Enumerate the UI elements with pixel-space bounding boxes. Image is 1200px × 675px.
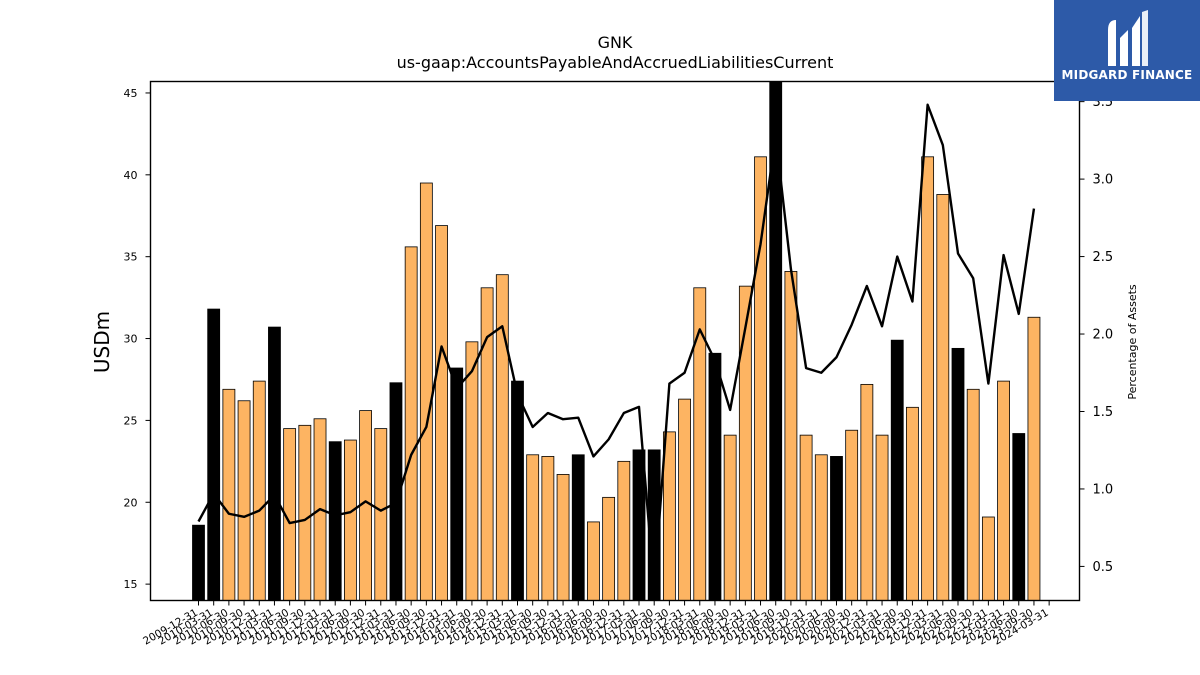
- bar: [571, 454, 585, 601]
- y-left-tick-label: 30: [124, 333, 138, 346]
- y-axis-left: 15 20 25 30 35 40 45: [124, 87, 151, 591]
- bar: [845, 429, 859, 601]
- line-group: [197, 103, 1036, 590]
- bar: [237, 400, 251, 601]
- bar: [465, 341, 479, 601]
- bar: [419, 182, 433, 601]
- bar: [632, 449, 646, 601]
- percentage-line: [197, 103, 1036, 590]
- bar: [951, 347, 965, 601]
- bar: [860, 383, 874, 601]
- bars-group: [192, 81, 1041, 601]
- brand-logo: MIDGARD FINANCE: [1054, 0, 1200, 101]
- bar: [252, 380, 266, 601]
- y-right-tick-label: 0.5: [1093, 560, 1114, 575]
- bar: [936, 194, 950, 601]
- y-left-tick-label: 20: [124, 496, 138, 509]
- bar: [1012, 433, 1026, 601]
- bar: [556, 474, 570, 601]
- bar: [602, 496, 616, 601]
- bar: [268, 326, 281, 601]
- bar: [343, 439, 357, 601]
- y-right-tick-label: 2.5: [1093, 250, 1114, 265]
- y-left-tick-label: 45: [124, 87, 138, 100]
- bar: [784, 271, 798, 601]
- bar: [754, 156, 767, 601]
- y-right-tick-label: 2.0: [1093, 328, 1114, 343]
- y-axis-right: 0.51.01.52.02.53.03.5: [1079, 95, 1114, 575]
- bar: [587, 521, 600, 601]
- bar: [495, 274, 509, 601]
- bar: [981, 516, 995, 601]
- bar: [708, 352, 722, 601]
- chart-title: GNK: [598, 33, 633, 52]
- logo-mark-icon: [1108, 10, 1148, 66]
- bar: [192, 524, 205, 601]
- y-right-tick-label: 1.5: [1093, 405, 1114, 420]
- bar: [207, 308, 221, 601]
- bar: [921, 156, 935, 601]
- bar: [693, 287, 707, 601]
- y-right-tick-label: 1.0: [1093, 482, 1114, 497]
- bar: [662, 431, 676, 601]
- y-axis-left-label: USDm: [90, 311, 114, 373]
- y-left-tick-label: 40: [124, 169, 138, 182]
- bar: [541, 456, 555, 601]
- bar: [799, 434, 813, 601]
- y-right-tick-label: 3.0: [1093, 173, 1114, 188]
- x-axis: 2009-12-312010-03-312010-06-302010-09-30…: [141, 600, 1051, 648]
- plot-frame: [149, 80, 1081, 602]
- bar: [222, 388, 236, 601]
- bar: [875, 434, 889, 601]
- bar: [1027, 316, 1041, 601]
- bar: [435, 225, 448, 601]
- bar: [328, 441, 342, 601]
- bar: [404, 246, 418, 601]
- bar: [906, 406, 919, 601]
- y-left-tick-label: 25: [124, 414, 138, 427]
- bar: [450, 367, 464, 601]
- chart-subtitle: us-gaap:AccountsPayableAndAccruedLiabili…: [397, 53, 834, 72]
- bar: [723, 434, 737, 601]
- logo-text: MIDGARD FINANCE: [1061, 68, 1193, 82]
- bar: [814, 454, 828, 601]
- bar: [374, 428, 388, 601]
- bar: [997, 380, 1010, 601]
- bar: [526, 454, 540, 601]
- bar: [617, 460, 631, 601]
- bar: [298, 424, 312, 601]
- bar: [830, 456, 843, 601]
- bar: [511, 380, 524, 601]
- y-axis-right-label: Percentage of Assets: [1126, 284, 1139, 400]
- y-left-tick-label: 15: [124, 578, 138, 591]
- y-left-tick-label: 35: [124, 251, 138, 264]
- bar: [678, 398, 691, 601]
- bar: [966, 388, 980, 601]
- bar: [890, 339, 904, 601]
